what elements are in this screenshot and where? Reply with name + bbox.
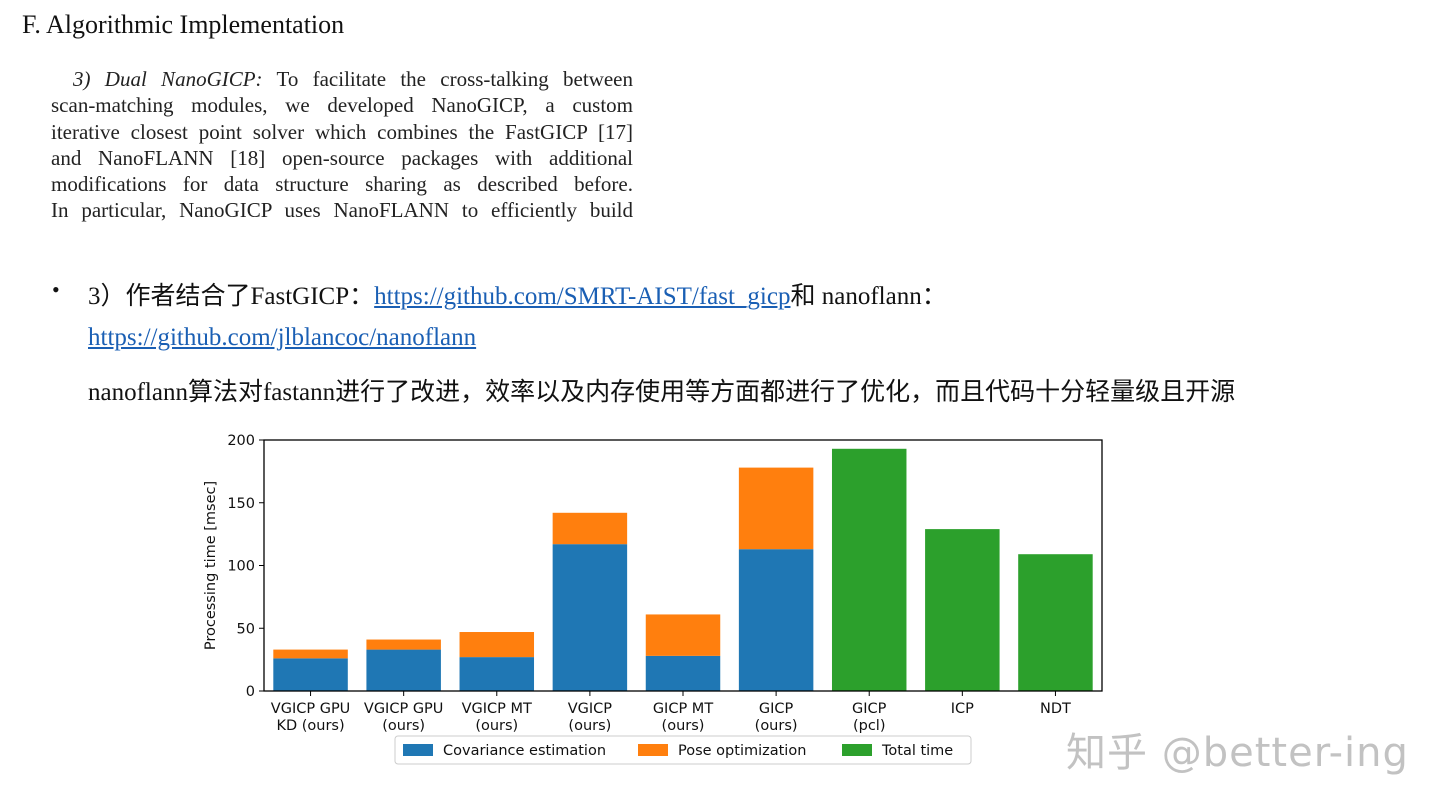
excerpt-line-5: modifications for data structure sharing…: [51, 172, 633, 197]
excerpt-line-6: In particular, NanoGICP uses NanoFLANN t…: [51, 198, 633, 223]
excerpt-line-4: and NanoFLANN [18] open-source packages …: [51, 145, 633, 170]
excerpt-line-2: scan-matching modules, we developed Nano…: [51, 93, 633, 118]
bar-1-series-0: [366, 649, 441, 691]
x-tick-label: (ours): [382, 718, 425, 734]
note-summary: nanoflann算法对fastann进行了改进，效率以及内存使用等方面都进行了…: [88, 379, 1236, 406]
x-tick-label: (ours): [568, 718, 611, 734]
legend-swatch-2: [842, 744, 872, 756]
x-tick-label: VGICP: [568, 701, 613, 717]
bar-1-series-1: [366, 639, 441, 650]
bar-3-series-0: [552, 544, 628, 691]
x-tick-label: GICP: [852, 701, 887, 717]
bar-0-series-1: [273, 649, 348, 659]
legend-label-0: Covariance estimation: [443, 743, 606, 759]
bar-4-series-0: [645, 655, 721, 691]
excerpt-line-1: 3) Dual NanoGICP: To facilitate the cros…: [73, 67, 633, 91]
x-tick-label: VGICP MT: [462, 701, 532, 717]
subsection-title: 3) Dual NanoGICP:: [73, 67, 263, 91]
x-tick-label: KD (ours): [276, 718, 344, 734]
y-tick-label: 50: [237, 621, 255, 637]
bar-2-series-0: [459, 657, 535, 691]
x-tick-label: NDT: [1040, 701, 1071, 717]
watermark: 知乎 @better-ing: [1066, 730, 1409, 776]
legend-label-1: Pose optimization: [678, 743, 806, 759]
x-tick-label: VGICP GPU: [364, 701, 444, 717]
bar-8-series-2: [1018, 554, 1093, 691]
bullet-marker: •: [52, 277, 60, 302]
x-tick-label: VGICP GPU: [271, 701, 351, 717]
x-tick-label: (ours): [755, 718, 798, 734]
x-tick-label: (pcl): [853, 718, 886, 734]
note-line-1: 3）作者结合了FastGICP：https://github.com/SMRT-…: [88, 276, 947, 312]
legend-box: [394, 735, 972, 765]
fast-gicp-link[interactable]: https://github.com/SMRT-AIST/fast_gicp: [374, 283, 791, 310]
bar-3-series-1: [552, 512, 628, 545]
note-prefix: 3）作者结合了FastGICP：: [88, 283, 375, 310]
y-tick-label: 150: [227, 496, 255, 512]
y-tick-label: 100: [227, 559, 255, 575]
bar-0-series-0: [273, 658, 348, 691]
x-tick-label: ICP: [951, 701, 974, 717]
section-heading: F. Algorithmic Implementation: [22, 10, 345, 39]
legend-swatch-1: [638, 744, 668, 756]
legend-label-2: Total time: [881, 743, 953, 759]
paper-excerpt: 3) Dual NanoGICP: To facilitate the cros…: [51, 66, 633, 224]
excerpt-line-3: iterative closest point solver which com…: [51, 119, 633, 144]
bar-2-series-1: [459, 632, 535, 658]
x-tick-label: (ours): [475, 718, 518, 734]
x-tick-label: GICP: [759, 701, 794, 717]
y-tick-label: 0: [246, 684, 255, 700]
y-axis-label: Processing time [msec]: [203, 481, 219, 650]
bar-4-series-1: [645, 614, 721, 656]
legend-swatch-0: [403, 744, 433, 756]
nanoflann-link[interactable]: https://github.com/jlblancoc/nanoflann: [88, 324, 477, 351]
bar-6-series-2: [831, 448, 907, 691]
x-tick-label: GICP MT: [653, 701, 714, 717]
bar-5-series-0: [738, 549, 814, 691]
bar-7-series-2: [925, 529, 1000, 691]
note-line-2: https://github.com/jlblancoc/nanoflann: [88, 324, 476, 352]
x-tick-label: (ours): [662, 718, 705, 734]
note-middle: 和 nanoflann：: [790, 283, 947, 310]
y-tick-label: 200: [227, 433, 255, 449]
bar-5-series-1: [738, 467, 814, 550]
